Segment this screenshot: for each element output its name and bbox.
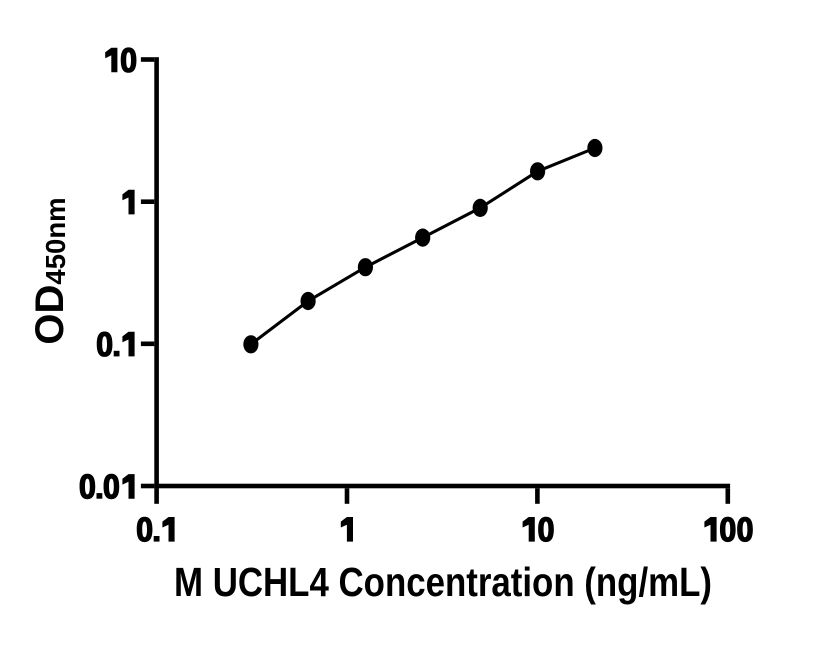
svg-text:OD450nm: OD450nm [28,197,72,344]
svg-text:M UCHL4 Concentration (ng/mL): M UCHL4 Concentration (ng/mL) [174,559,712,605]
